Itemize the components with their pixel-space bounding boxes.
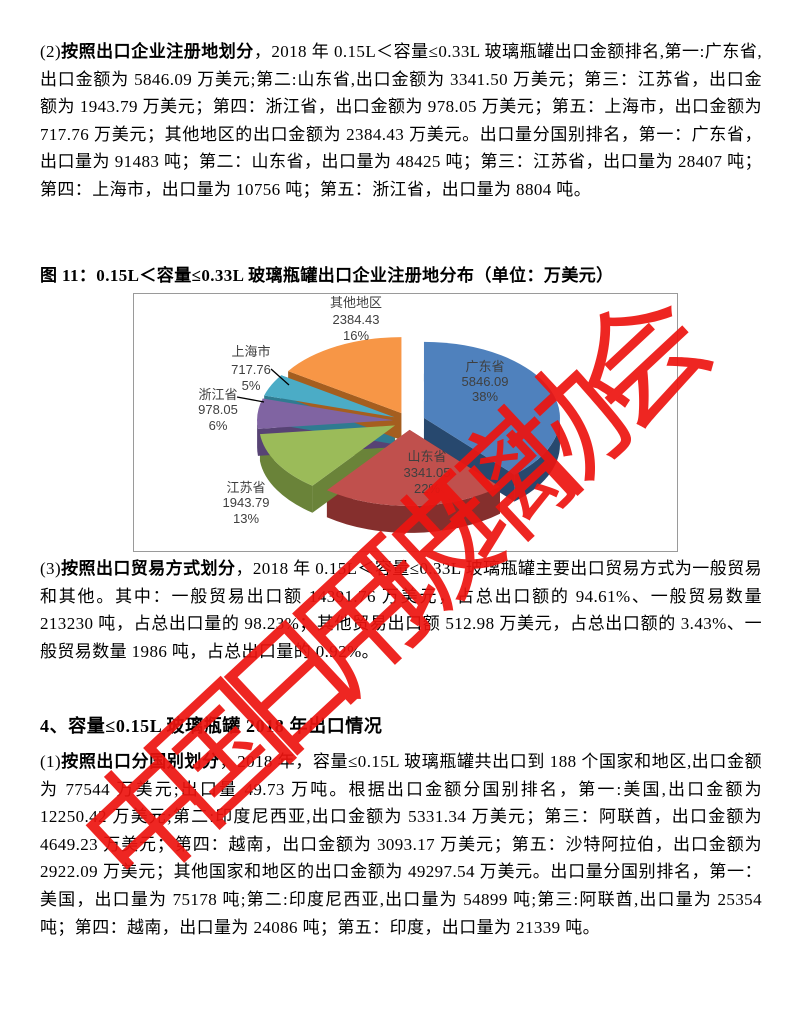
paragraph-export-by-country: (1)按照出口分国别划分，2018 年，容量≤0.15L 玻璃瓶罐共出口到 18…: [40, 748, 762, 941]
pie-label-value: 978.05: [198, 402, 238, 417]
pie-slice-side: [423, 417, 515, 502]
pie-slice-5: [288, 337, 402, 414]
pie-label-name: 广东省: [465, 359, 504, 374]
pie-label-name: 其他地区: [330, 295, 382, 310]
pie-label-name: 上海市: [231, 344, 270, 359]
pie-label-pct: 16%: [343, 328, 369, 343]
pie-slice-rim: [259, 434, 313, 513]
pie-slice-rim: [326, 486, 500, 533]
leader-line-shanghai: [270, 368, 290, 386]
section-4-heading: 4、容量≤0.15L 玻璃瓶罐 2018 年出口情况: [40, 716, 383, 736]
paragraph-body-text: ，2018 年 0.15L＜容量≤0.33L 玻璃瓶罐出口金额排名,第一:广东省…: [40, 42, 763, 199]
pie-label-value: 5846.09: [462, 374, 509, 389]
paragraph-lead-bold: 按照出口贸易方式划分: [61, 559, 236, 578]
paragraph-body-text: ，2018 年 0.15L＜容量≤0.33L 玻璃瓶罐主要出口贸易方式为一般贸易…: [40, 559, 763, 661]
pie-label-pct: 38%: [472, 389, 498, 404]
paragraph-lead-bold: 按照出口企业注册地划分: [61, 42, 254, 61]
paragraph-number: (1): [40, 752, 62, 771]
paragraph-body-text: ，2018 年，容量≤0.15L 玻璃瓶罐共出口到 188 个国家和地区,出口金…: [40, 752, 762, 937]
pie-label-value: 1943.79: [223, 495, 270, 510]
pie-slice-3: [257, 398, 394, 429]
pie-label-pct: 5%: [242, 378, 261, 393]
pie-label-name: 江苏省: [226, 480, 265, 495]
pie-slice-0: [423, 341, 560, 475]
paragraph-registration-location: (2)按照出口企业注册地划分，2018 年 0.15L＜容量≤0.33L 玻璃瓶…: [40, 38, 762, 204]
leader-line-zhejiang: [236, 396, 265, 403]
paragraph-lead-bold: 按照出口分国别划分: [61, 752, 220, 771]
pie-slice-1: [326, 429, 500, 506]
pie-label-pct: 22%: [414, 481, 440, 496]
pie-label-name: 浙江省: [198, 387, 237, 402]
pie-slice-4: [264, 375, 395, 418]
paragraph-number: (2): [40, 42, 62, 61]
pie-slice-rim: [514, 417, 560, 502]
pie-label-value: 3341.05: [404, 465, 451, 480]
pie-slice-rim: [257, 420, 258, 456]
paragraph-number: (3): [40, 559, 62, 578]
paragraph-trade-method: (3)按照出口贸易方式划分，2018 年 0.15L＜容量≤0.33L 玻璃瓶罐…: [40, 555, 762, 665]
pie-label-name: 山东省: [407, 449, 446, 464]
pie-chart-figure-11: 广东省 5846.09 38% 山东省 3341.05 22% 江苏省 1943.79 13% 浙…: [133, 293, 678, 552]
pie-label-pct: 13%: [233, 511, 259, 526]
figure-11-title: 图 11：0.15L＜容量≤0.33L 玻璃瓶罐出口企业注册地分布（单位：万美元…: [40, 266, 614, 285]
pie-label-value: 717.76: [231, 362, 271, 377]
pie-slice-2: [259, 425, 396, 486]
pie-label-value: 2384.43: [333, 312, 380, 327]
pie-label-pct: 6%: [209, 418, 228, 433]
